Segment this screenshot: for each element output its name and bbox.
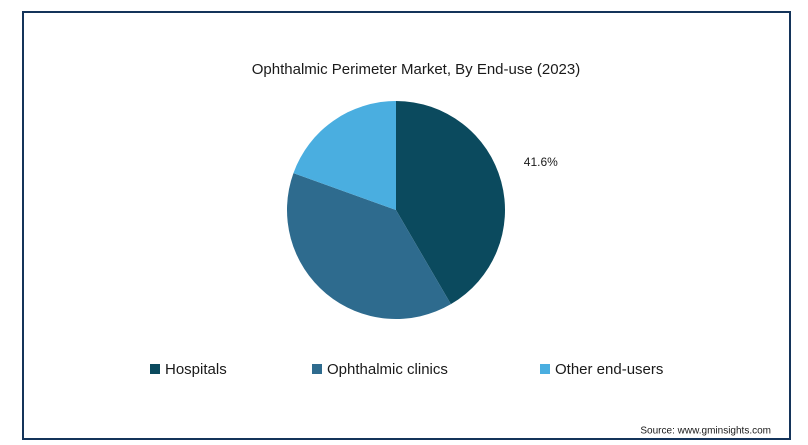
legend-swatch (312, 364, 322, 374)
chart-title: Ophthalmic Perimeter Market, By End-use … (252, 61, 580, 78)
source: Source: www.gminsights.com (640, 426, 771, 437)
legend-label: Hospitals (165, 361, 227, 378)
legend-swatch (150, 364, 160, 374)
pie-slice (287, 173, 451, 319)
data-label: 41.6% (524, 155, 558, 169)
legend-label: Other end-users (555, 361, 663, 378)
legend-swatch (540, 364, 550, 374)
pie-slice (396, 101, 505, 305)
legend-label: Ophthalmic clinics (327, 361, 448, 378)
pie-slice (293, 100, 396, 210)
